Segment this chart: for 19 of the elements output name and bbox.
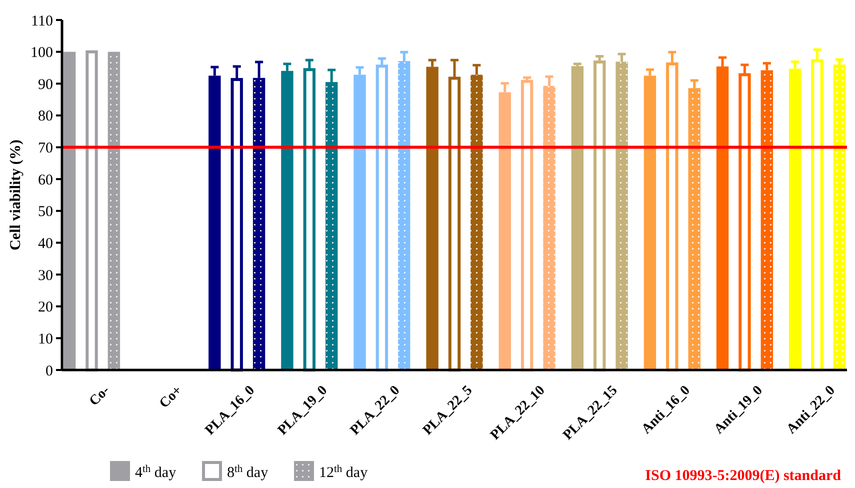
legend-label: 12$^{th}$ day (319, 464, 368, 481)
text: ISO 10993-5:2009(E) standard (645, 468, 842, 484)
y-tick-label: 60 (38, 172, 53, 188)
y-tick-label: 50 (38, 204, 53, 220)
x-tick-label: Co- (86, 382, 114, 410)
y-tick-label: 110 (31, 13, 53, 30)
x-tick-label: Co+ (157, 383, 186, 412)
y-tick-label: 0 (46, 363, 53, 380)
y-tick-label: 20 (38, 300, 53, 316)
y-axis-title: Cell viability (%) (8, 140, 24, 250)
y-tick-label: 80 (38, 108, 53, 125)
y-tick-label: 90 (38, 76, 53, 93)
y-tick-label: 40 (38, 236, 53, 252)
y-tick-label: 30 (38, 268, 53, 284)
y-tick-label: 100 (30, 45, 53, 62)
legend-label: 4$^{th}$ day (135, 464, 177, 481)
legend-label: 8$^{th}$ day (227, 464, 269, 481)
y-tick-label: 10 (38, 331, 53, 348)
y-tick-label: 70 (38, 140, 53, 157)
